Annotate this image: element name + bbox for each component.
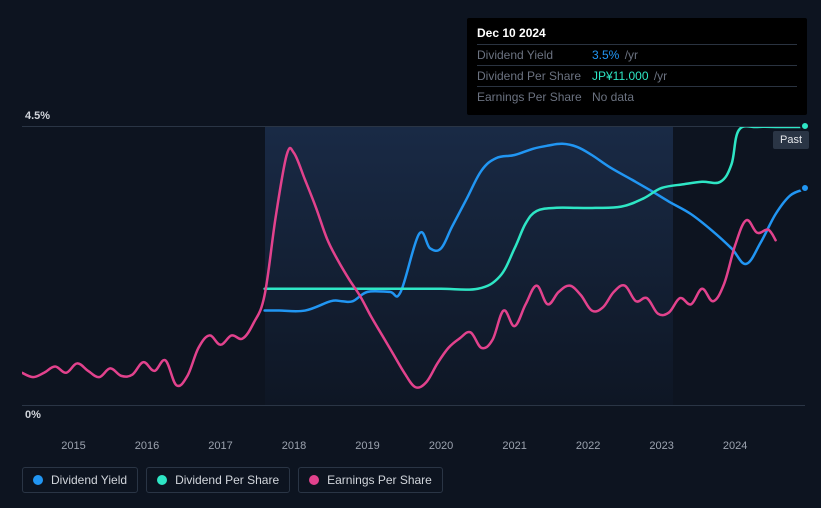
y-axis-min-label: 0%: [25, 409, 41, 421]
tooltip-row-value: No data: [592, 90, 634, 104]
legend-swatch: [309, 475, 319, 485]
tooltip-row: Earnings Per ShareNo data: [477, 86, 797, 107]
legend-label: Earnings Per Share: [327, 473, 432, 487]
tooltip-row-value: 3.5% /yr: [592, 48, 638, 62]
series-end-dot: [800, 183, 810, 193]
tooltip-row: Dividend Per ShareJP¥11.000 /yr: [477, 65, 797, 86]
legend-label: Dividend Yield: [51, 473, 127, 487]
x-axis-tick: 2021: [502, 440, 526, 452]
x-axis-tick: 2020: [429, 440, 453, 452]
x-axis-tick: 2015: [61, 440, 85, 452]
chart-tooltip: Dec 10 2024 Dividend Yield3.5% /yrDivide…: [467, 18, 807, 115]
x-axis: 2015 2016 2017 2018 2019 2020 2021 2022 2023 2024: [22, 440, 805, 460]
past-badge: Past: [773, 131, 809, 149]
x-axis-tick: 2019: [355, 440, 379, 452]
tooltip-row-label: Earnings Per Share: [477, 90, 592, 104]
legend-item[interactable]: Earnings Per Share: [298, 467, 443, 493]
tooltip-row: Dividend Yield3.5% /yr: [477, 44, 797, 65]
series-line: [22, 148, 776, 388]
legend-swatch: [157, 475, 167, 485]
x-axis-tick: 2017: [208, 440, 232, 452]
tooltip-row-label: Dividend Yield: [477, 48, 592, 62]
tooltip-row-label: Dividend Per Share: [477, 69, 592, 83]
legend-item[interactable]: Dividend Per Share: [146, 467, 290, 493]
tooltip-date: Dec 10 2024: [477, 26, 797, 44]
x-axis-tick: 2022: [576, 440, 600, 452]
legend-item[interactable]: Dividend Yield: [22, 467, 138, 493]
x-axis-tick: 2023: [649, 440, 673, 452]
plot-area[interactable]: [22, 126, 805, 406]
chart-lines: [22, 127, 805, 407]
tooltip-rows: Dividend Yield3.5% /yrDividend Per Share…: [477, 44, 797, 107]
series-end-dot: [800, 121, 810, 131]
x-axis-tick: 2018: [282, 440, 306, 452]
y-axis-max-label: 4.5%: [25, 110, 50, 122]
x-axis-tick: 2024: [723, 440, 747, 452]
legend: Dividend Yield Dividend Per Share Earnings…: [22, 467, 443, 493]
tooltip-row-value: JP¥11.000 /yr: [592, 69, 667, 83]
legend-label: Dividend Per Share: [175, 473, 279, 487]
legend-swatch: [33, 475, 43, 485]
series-line: [265, 127, 805, 290]
x-axis-tick: 2016: [135, 440, 159, 452]
